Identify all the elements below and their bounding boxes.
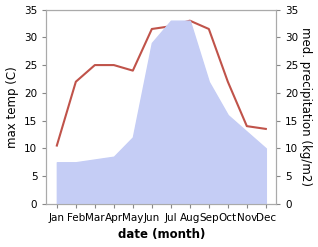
X-axis label: date (month): date (month): [118, 228, 205, 242]
Y-axis label: med. precipitation (kg/m2): med. precipitation (kg/m2): [300, 27, 313, 186]
Y-axis label: max temp (C): max temp (C): [5, 66, 18, 148]
